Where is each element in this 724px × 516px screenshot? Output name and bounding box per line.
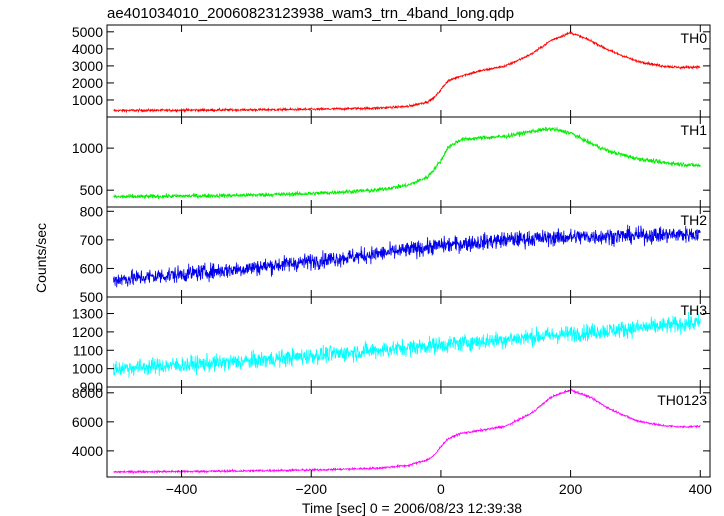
series-line-th3 bbox=[113, 311, 701, 379]
panel-frame bbox=[106, 296, 711, 388]
panel-frame bbox=[106, 116, 711, 208]
series-label-th0123: TH0123 bbox=[657, 392, 707, 408]
y-tick-label: 3000 bbox=[72, 58, 103, 74]
series-label-th0: TH0 bbox=[681, 30, 708, 46]
y-tick-label: 800 bbox=[80, 203, 104, 219]
x-tick-label: 400 bbox=[689, 481, 713, 497]
y-tick-label: 2000 bbox=[72, 75, 103, 91]
x-tick-label: 200 bbox=[559, 481, 583, 497]
series-label-th3: TH3 bbox=[681, 302, 708, 318]
y-tick-label: 1000 bbox=[72, 361, 103, 377]
y-tick-label: 900 bbox=[80, 379, 104, 395]
y-tick-label: 6000 bbox=[72, 414, 103, 430]
chart-title: ae401034010_20060823123938_wam3_trn_4ban… bbox=[107, 5, 514, 22]
series-line-th1 bbox=[113, 126, 701, 200]
y-tick-label: 700 bbox=[80, 232, 104, 248]
y-tick-label: 1200 bbox=[72, 324, 103, 340]
panel-th3: 900 1000 1100 1200 1300 TH3 bbox=[72, 296, 711, 395]
x-tick-label: −400 bbox=[166, 481, 198, 497]
panel-frame bbox=[106, 24, 711, 118]
y-axis-label: Counts/sec bbox=[33, 223, 49, 293]
y-tick-label: 1300 bbox=[72, 306, 103, 322]
y-tick-label: 5000 bbox=[72, 24, 103, 40]
x-tick-label: −200 bbox=[295, 481, 327, 497]
series-label-th1: TH1 bbox=[681, 122, 708, 138]
series-line-th0123 bbox=[113, 388, 701, 475]
panel-th0123: 4000 6000 8000 TH0123 bbox=[72, 385, 711, 478]
y-tick-label: 1100 bbox=[73, 342, 103, 358]
y-tick-label: 8000 bbox=[72, 385, 103, 401]
y-tick-label: 4000 bbox=[72, 443, 103, 459]
panel-frame bbox=[106, 386, 711, 478]
y-tick-label: 4000 bbox=[72, 41, 103, 57]
y-tick-label: 500 bbox=[80, 182, 104, 198]
panel-th1: 500 1000 TH1 bbox=[72, 116, 711, 208]
panel-th2: 500 600 700 800 TH2 bbox=[80, 203, 711, 305]
x-axis-label: Time [sec] 0 = 2006/08/23 12:39:38 bbox=[302, 500, 522, 516]
series-line-th2 bbox=[113, 224, 701, 288]
y-tick-label: 500 bbox=[80, 289, 104, 305]
series-line-th0 bbox=[113, 30, 701, 114]
x-tick-label: 0 bbox=[437, 481, 445, 497]
y-tick-label: 600 bbox=[80, 260, 104, 276]
y-tick-label: 1000 bbox=[72, 92, 103, 108]
y-tick-label: 1000 bbox=[72, 140, 103, 156]
series-label-th2: TH2 bbox=[681, 212, 708, 228]
